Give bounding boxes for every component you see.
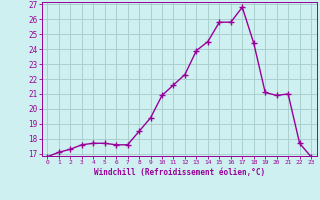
- X-axis label: Windchill (Refroidissement éolien,°C): Windchill (Refroidissement éolien,°C): [94, 168, 265, 177]
